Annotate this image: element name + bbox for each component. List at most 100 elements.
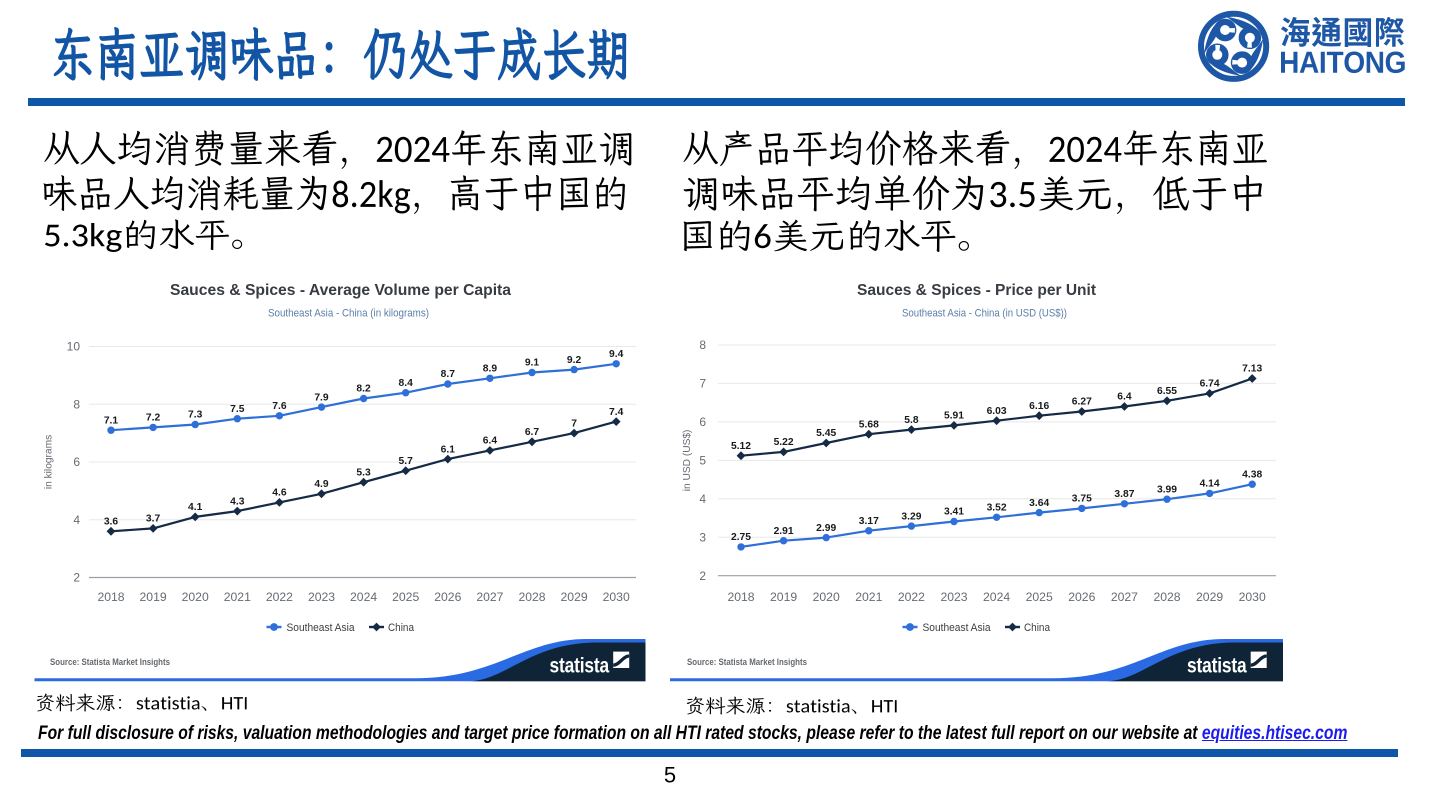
svg-text:6: 6 [73,455,80,469]
svg-text:2026: 2026 [434,590,461,604]
svg-text:7.9: 7.9 [314,392,329,403]
svg-text:2027: 2027 [1111,590,1138,604]
svg-text:2: 2 [73,571,80,585]
svg-text:Southeast Asia - China (in kil: Southeast Asia - China (in kilograms) [268,308,429,320]
svg-text:5.8: 5.8 [904,415,919,426]
svg-text:in kilograms: in kilograms [44,435,55,489]
svg-text:3.7: 3.7 [146,514,161,525]
svg-text:2021: 2021 [224,590,251,604]
svg-text:Southeast Asia - China (in USD: Southeast Asia - China (in USD (US$)) [902,308,1067,320]
svg-text:2022: 2022 [898,590,925,604]
svg-text:2021: 2021 [855,590,882,604]
svg-text:3.29: 3.29 [901,511,921,522]
svg-text:5: 5 [664,763,676,788]
svg-text:3.41: 3.41 [944,507,964,518]
svg-text:statista: statista [1187,654,1247,678]
svg-text:2: 2 [699,569,706,583]
svg-text:8: 8 [73,397,80,411]
svg-text:statista: statista [550,654,610,678]
svg-text:6: 6 [699,415,706,429]
svg-text:5: 5 [699,454,706,468]
svg-text:9.1: 9.1 [525,358,540,369]
svg-text:3.75: 3.75 [1072,494,1092,505]
svg-text:2027: 2027 [476,590,503,604]
svg-text:3.52: 3.52 [987,503,1007,514]
svg-text:5.7: 5.7 [399,456,414,467]
svg-text:Sauces & Spices - Price per Un: Sauces & Spices - Price per Unit [857,282,1096,299]
svg-text:5.3: 5.3 [356,467,371,478]
svg-text:2029: 2029 [561,590,588,604]
svg-text:2.99: 2.99 [816,523,836,534]
svg-text:6.74: 6.74 [1200,379,1220,390]
svg-text:2023: 2023 [308,590,335,604]
svg-text:6.4: 6.4 [1117,392,1132,403]
svg-text:Southeast Asia: Southeast Asia [287,622,355,634]
svg-text:9.2: 9.2 [567,355,582,366]
svg-text:10: 10 [67,340,81,354]
svg-text:3.17: 3.17 [859,516,879,527]
svg-text:China: China [388,622,414,634]
svg-text:7.1: 7.1 [104,415,119,426]
svg-text:2022: 2022 [266,590,293,604]
svg-text:Source: Statista Market Insigh: Source: Statista Market Insights [687,657,807,667]
svg-text:2.75: 2.75 [731,532,751,543]
svg-text:7.4: 7.4 [609,407,624,418]
svg-text:6.16: 6.16 [1029,401,1049,412]
svg-text:2.91: 2.91 [774,526,794,537]
svg-text:5.12: 5.12 [731,441,751,452]
svg-text:7: 7 [571,418,577,429]
svg-text:3.99: 3.99 [1157,484,1177,495]
svg-text:2024: 2024 [983,590,1010,604]
svg-text:4.3: 4.3 [230,496,245,507]
svg-text:2020: 2020 [182,590,209,604]
svg-text:5.68: 5.68 [859,419,879,430]
svg-text:2029: 2029 [1196,590,1223,604]
svg-text:4: 4 [699,492,706,506]
svg-text:6.27: 6.27 [1072,397,1092,408]
svg-text:3: 3 [699,531,706,545]
svg-text:Southeast Asia: Southeast Asia [923,622,991,634]
svg-text:2025: 2025 [392,590,419,604]
svg-text:4.6: 4.6 [272,488,287,499]
svg-text:5.91: 5.91 [944,411,964,422]
svg-text:2020: 2020 [813,590,840,604]
svg-text:7.13: 7.13 [1242,364,1262,375]
svg-text:6.4: 6.4 [483,436,498,447]
svg-text:4: 4 [73,513,80,527]
svg-text:8.4: 8.4 [399,378,414,389]
svg-text:9.4: 9.4 [609,349,624,360]
svg-text:7.5: 7.5 [230,404,245,415]
svg-text:2030: 2030 [603,590,630,604]
svg-text:6.7: 6.7 [525,427,540,438]
svg-text:2026: 2026 [1068,590,1095,604]
svg-text:6.55: 6.55 [1157,386,1177,397]
svg-text:2018: 2018 [727,590,754,604]
svg-text:2025: 2025 [1026,590,1053,604]
svg-text:7.6: 7.6 [272,401,287,412]
svg-text:4.1: 4.1 [188,502,203,513]
svg-text:6.03: 6.03 [987,406,1007,417]
svg-text:5.45: 5.45 [816,428,836,439]
svg-text:3.87: 3.87 [1114,489,1134,500]
svg-text:8.7: 8.7 [441,369,456,380]
svg-text:2024: 2024 [350,590,377,604]
svg-text:2028: 2028 [1153,590,1180,604]
svg-text:8.2: 8.2 [356,384,371,395]
svg-text:2018: 2018 [97,590,124,604]
svg-text:6.1: 6.1 [441,444,456,455]
svg-text:7.3: 7.3 [188,410,203,421]
svg-text:2028: 2028 [518,590,545,604]
svg-text:4.38: 4.38 [1242,469,1262,480]
svg-text:China: China [1024,622,1050,634]
svg-text:2023: 2023 [940,590,967,604]
svg-text:Source: Statista Market Insigh: Source: Statista Market Insights [50,657,170,667]
svg-text:8: 8 [699,338,706,352]
svg-text:5.22: 5.22 [774,437,794,448]
svg-text:2030: 2030 [1239,590,1266,604]
svg-text:8.9: 8.9 [483,364,498,375]
svg-text:4.9: 4.9 [314,479,329,490]
svg-text:3.6: 3.6 [104,517,119,528]
svg-text:2019: 2019 [140,590,167,604]
svg-text:3.64: 3.64 [1029,498,1049,509]
svg-text:in USD (US$): in USD (US$) [682,430,693,492]
